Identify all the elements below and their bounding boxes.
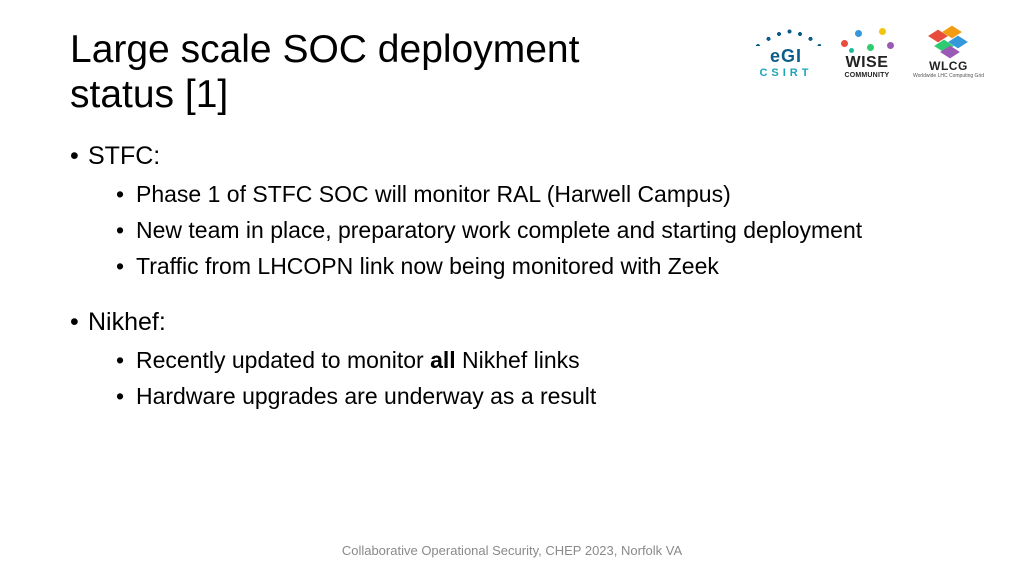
list-item: •Hardware upgrades are underway as a res… [116, 381, 954, 411]
bullet-icon: • [70, 306, 88, 339]
wise-logo-text: WISE [846, 54, 889, 72]
list-item: •Traffic from LHCOPN link now being moni… [116, 251, 954, 281]
section-heading-stfc: •STFC: [70, 140, 954, 173]
list-item: •Recently updated to monitor all Nikhef … [116, 345, 954, 375]
slide-title: Large scale SOC deployment status [1] [70, 28, 630, 118]
bullet-icon: • [116, 381, 136, 411]
item-text-bold: all [430, 347, 456, 373]
wise-logo-subtext: COMMUNITY [844, 72, 889, 79]
bullet-icon: • [116, 215, 136, 245]
slide-footer: Collaborative Operational Security, CHEP… [0, 543, 1024, 558]
bullet-icon: • [116, 251, 136, 281]
item-text-post: Nikhef links [456, 347, 580, 373]
item-text: New team in place, preparatory work comp… [136, 217, 862, 243]
item-text: Phase 1 of STFC SOC will monitor RAL (Ha… [136, 181, 731, 207]
bullet-icon: • [70, 140, 88, 173]
item-text-pre: Recently updated to monitor [136, 347, 430, 373]
section-heading-nikhef: •Nikhef: [70, 306, 954, 339]
wlcg-logo: WLCG Worldwide LHC Computing Grid [913, 25, 984, 79]
wlcg-cubes-icon [923, 25, 973, 59]
wise-network-icon [837, 26, 897, 54]
heading-text: STFC: [88, 142, 160, 170]
wlcg-logo-text: WLCG [929, 59, 968, 73]
item-text: Traffic from LHCOPN link now being monit… [136, 253, 719, 279]
slide-body: •STFC: •Phase 1 of STFC SOC will monitor… [70, 140, 954, 412]
egi-logo-text: eGI [770, 46, 802, 67]
item-text-pre: Hardware upgrades are underway as a resu… [136, 383, 596, 409]
logo-row: eGI CSIRT WISE COMMUNITY WLCG [751, 22, 984, 79]
bullet-icon: • [116, 179, 136, 209]
egi-logo-subtext: CSIRT [759, 67, 812, 79]
egi-csirt-logo: eGI CSIRT [751, 22, 821, 79]
slide: eGI CSIRT WISE COMMUNITY WLCG [0, 0, 1024, 576]
egi-arc-icon [751, 22, 821, 46]
heading-text: Nikhef: [88, 308, 166, 336]
bullet-icon: • [116, 345, 136, 375]
wlcg-logo-subtext: Worldwide LHC Computing Grid [913, 73, 984, 79]
wise-community-logo: WISE COMMUNITY [837, 26, 897, 79]
list-item: •Phase 1 of STFC SOC will monitor RAL (H… [116, 179, 954, 209]
list-item: •New team in place, preparatory work com… [116, 215, 954, 245]
section-spacer [70, 282, 954, 304]
